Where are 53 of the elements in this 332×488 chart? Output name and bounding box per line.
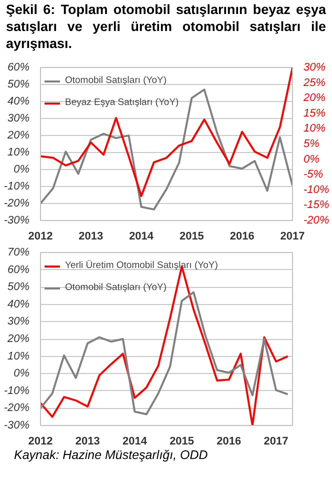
y-tick-label: 60% xyxy=(7,61,30,74)
x-tick-label: 2017 xyxy=(280,230,305,242)
y-tick-label: 20% xyxy=(6,129,30,142)
y-tick-label: 30% xyxy=(7,315,30,328)
y2-tick-label: 30% xyxy=(304,61,326,74)
x-tick-label: 2015 xyxy=(179,230,204,242)
x-tick-label: 2017 xyxy=(264,435,288,448)
legend-label: Beyaz Eşya Satışları (YoY) xyxy=(65,96,179,110)
y-tick-label: 40% xyxy=(7,298,30,310)
y-tick-label: -10% xyxy=(4,180,30,192)
text: Kaynak: Hazine Müsteşarlığı, ODD xyxy=(14,446,208,464)
line-series xyxy=(40,290,289,415)
y2-tick-label: 0% xyxy=(304,152,320,165)
line-series xyxy=(40,88,292,210)
y2-tick-label: 10% xyxy=(304,122,326,134)
y-tick-label: -20% xyxy=(4,402,30,414)
y-tick-label: 40% xyxy=(7,95,30,108)
x-tick-label: 2013 xyxy=(78,230,104,242)
legend-label: Otomobil Satışları (YoY) xyxy=(65,74,167,88)
y-tick-label: -30% xyxy=(4,419,30,432)
legend-label: Otomobil Satışları (YoY) xyxy=(65,281,167,295)
x-tick-label: 2016 xyxy=(216,435,242,448)
y-tick-label: 0% xyxy=(14,163,30,176)
x-tick-label: 2014 xyxy=(129,230,154,242)
y-tick-label: 10% xyxy=(7,146,30,158)
y-tick-label: 70% xyxy=(7,246,30,258)
y-tick-label: -10% xyxy=(4,384,30,397)
y2-tick-label: 25% xyxy=(302,76,326,88)
x-tick-label: 2016 xyxy=(230,230,254,242)
y-tick-label: 0% xyxy=(14,367,30,380)
y2-tick-label: -15% xyxy=(304,198,330,211)
y2-tick-label: 20% xyxy=(302,92,326,104)
chart-title: Şekil 6: Toplam otomobil satışlarının beyaz eşya satışları ve yerli üretim otomobil satışları ile ayrışması. xyxy=(6,2,326,53)
y-tick-label: -20% xyxy=(4,197,30,210)
x-tick-label: 2014 xyxy=(122,435,148,448)
y-tick-label: 10% xyxy=(7,350,30,362)
x-tick-label: 2012 xyxy=(28,435,53,448)
x-tick-label: 2012 xyxy=(28,230,53,242)
y2-tick-label: 5% xyxy=(304,138,320,150)
y-tick-label: 50% xyxy=(7,78,30,90)
y2-tick-label: -10% xyxy=(304,184,330,196)
legend-label: Yerli Üretim Otomobil Satışları (YoY) xyxy=(65,259,218,273)
y2-tick-label: -20% xyxy=(304,214,330,226)
line-series xyxy=(40,67,292,197)
y-tick-label: 50% xyxy=(7,280,30,293)
x-tick-label: 2015 xyxy=(170,435,194,448)
y-tick-label: -30% xyxy=(4,214,30,226)
y-tick-label: 30% xyxy=(7,112,30,124)
y2-tick-label: -5% xyxy=(304,168,324,180)
y-tick-label: 60% xyxy=(7,263,30,276)
y-tick-label: 20% xyxy=(6,332,30,345)
y2-tick-label: 15% xyxy=(304,107,326,120)
x-tick-label: 2013 xyxy=(75,435,100,448)
